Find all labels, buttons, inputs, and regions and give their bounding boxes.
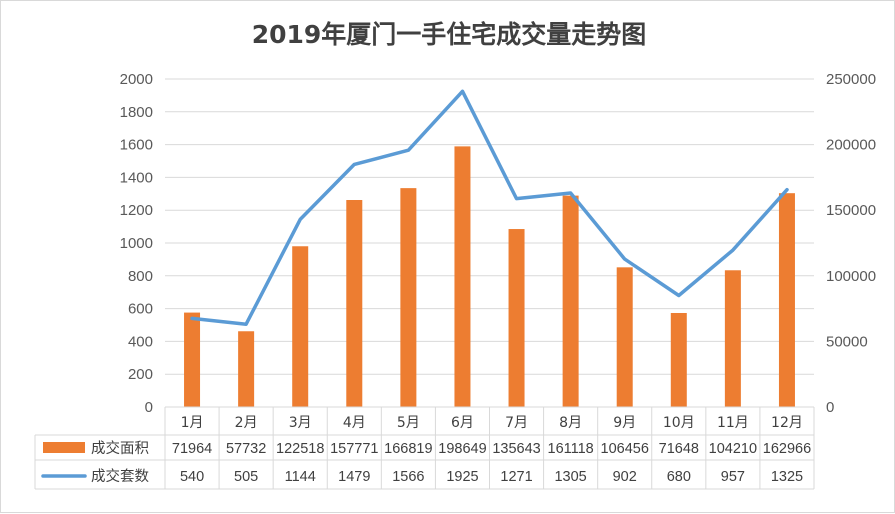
right-tick-label: 0 bbox=[826, 399, 834, 416]
legend-label: 成交套数 bbox=[91, 467, 149, 485]
category-label: 2月 bbox=[235, 415, 258, 431]
category-label: 7月 bbox=[505, 415, 528, 431]
data-label: 1566 bbox=[392, 469, 424, 485]
data-label: 166819 bbox=[384, 441, 432, 457]
data-label: 540 bbox=[180, 469, 204, 485]
data-label: 162966 bbox=[763, 441, 811, 457]
area-bar bbox=[400, 188, 417, 407]
data-label: 1479 bbox=[338, 469, 370, 485]
right-tick-label: 250000 bbox=[826, 71, 876, 88]
category-label: 5月 bbox=[397, 415, 420, 431]
category-label: 4月 bbox=[343, 415, 366, 431]
data-label: 71648 bbox=[659, 441, 699, 457]
area-bar bbox=[346, 200, 363, 407]
data-label: 680 bbox=[667, 469, 691, 485]
left-tick-label: 400 bbox=[128, 333, 153, 350]
right-tick-label: 100000 bbox=[826, 268, 876, 285]
area-bar bbox=[292, 246, 309, 407]
data-label: 106456 bbox=[601, 441, 649, 457]
gridlines bbox=[165, 78, 814, 375]
data-label: 57732 bbox=[226, 441, 266, 457]
category-label: 1月 bbox=[181, 415, 204, 431]
area-bar bbox=[724, 270, 741, 407]
legend-label: 成交面积 bbox=[91, 439, 149, 457]
data-label: 135643 bbox=[492, 441, 540, 457]
units-line-path bbox=[190, 89, 789, 326]
data-label: 1271 bbox=[500, 469, 532, 485]
area-bar bbox=[238, 331, 255, 407]
category-label: 3月 bbox=[289, 415, 312, 431]
category-label: 11月 bbox=[717, 415, 749, 431]
data-label: 104210 bbox=[709, 441, 757, 457]
area-bar bbox=[454, 146, 471, 408]
legend-bar-key bbox=[43, 442, 85, 453]
left-tick-label: 1800 bbox=[120, 104, 153, 121]
category-label: 9月 bbox=[613, 415, 636, 431]
area-bars bbox=[184, 146, 795, 408]
category-label: 10月 bbox=[663, 415, 695, 431]
category-label: 6月 bbox=[451, 415, 474, 431]
left-tick-label: 200 bbox=[128, 366, 153, 383]
left-tick-label: 600 bbox=[128, 301, 153, 318]
left-tick-label: 2000 bbox=[120, 71, 153, 88]
data-label: 1144 bbox=[285, 469, 316, 485]
area-bar bbox=[670, 312, 687, 407]
right-axis: 0 50000 100000 150000 200000 250000 bbox=[826, 71, 876, 416]
area-bar bbox=[778, 193, 795, 407]
left-tick-label: 800 bbox=[128, 268, 153, 285]
category-label: 12月 bbox=[771, 415, 803, 431]
right-tick-label: 50000 bbox=[826, 333, 868, 350]
data-label: 1305 bbox=[554, 469, 586, 485]
area-bar bbox=[184, 312, 201, 407]
area-bar bbox=[616, 267, 633, 407]
area-bar bbox=[562, 195, 579, 407]
data-label: 122518 bbox=[276, 441, 324, 457]
data-label: 198649 bbox=[438, 441, 486, 457]
data-label: 1325 bbox=[771, 469, 803, 485]
right-tick-label: 200000 bbox=[826, 137, 876, 154]
left-tick-label: 1400 bbox=[120, 169, 153, 186]
left-tick-label: 1000 bbox=[120, 235, 153, 252]
left-tick-label: 1200 bbox=[120, 202, 153, 219]
chart-title: 2019年厦门一手住宅成交量走势图 bbox=[252, 20, 647, 49]
units-line bbox=[190, 89, 789, 326]
data-label: 505 bbox=[234, 469, 258, 485]
data-label: 157771 bbox=[330, 441, 378, 457]
left-tick-label: 1600 bbox=[120, 137, 153, 154]
data-label: 71964 bbox=[172, 441, 212, 457]
data-label: 957 bbox=[721, 469, 745, 485]
left-axis: 0 200 400 600 800 1000 1200 1400 1600 1800 2000 bbox=[120, 71, 153, 416]
data-label: 1925 bbox=[446, 469, 478, 485]
data-label: 902 bbox=[613, 469, 637, 485]
category-label: 8月 bbox=[559, 415, 582, 431]
right-tick-label: 150000 bbox=[826, 202, 876, 219]
area-bar bbox=[508, 229, 525, 407]
data-label: 161118 bbox=[548, 441, 594, 457]
left-tick-label: 0 bbox=[145, 399, 153, 416]
